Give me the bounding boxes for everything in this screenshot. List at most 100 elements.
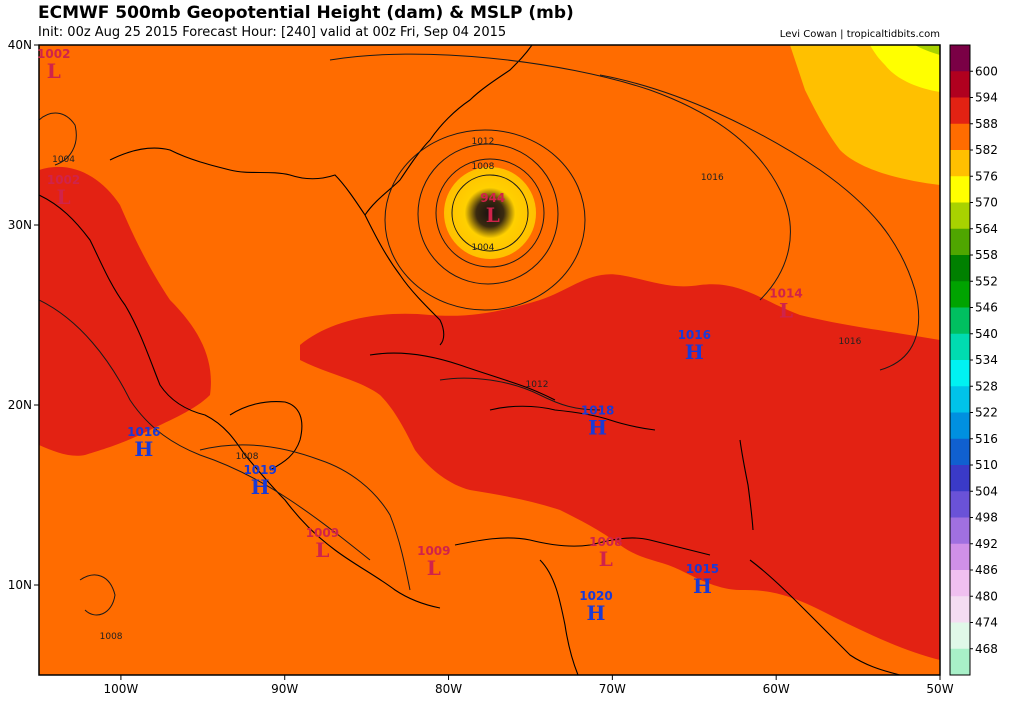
low-pressure-value: 1002 (37, 47, 70, 61)
low-pressure-value: 1014 (769, 287, 802, 301)
low-pressure-marker: L (779, 299, 793, 323)
colorbar-label: 480 (975, 589, 998, 603)
isobar-label: 1004 (471, 243, 494, 253)
colorbar-swatch (950, 150, 970, 177)
high-pressure-marker: H (685, 340, 704, 364)
isobar-label: 1008 (100, 632, 123, 642)
low-pressure-marker: L (57, 185, 71, 209)
low-pressure-value: 944 (480, 191, 505, 205)
low-pressure-value: 1002 (47, 173, 80, 187)
colorbar-label: 474 (975, 616, 998, 630)
colorbar-swatch (950, 255, 970, 282)
height-field-594-east (300, 274, 940, 660)
latitude-ticks: 40N 30N 20N 10N (8, 38, 39, 592)
colorbar-swatch (950, 176, 970, 203)
high-pressure-value: 1020 (579, 589, 612, 603)
colorbar-label: 528 (975, 379, 998, 393)
low-pressure-marker: L (315, 538, 329, 562)
colorbar-swatch (950, 97, 970, 125)
coastlines (39, 45, 901, 675)
lon-tick-label: 90W (271, 682, 298, 696)
high-pressure-marker: H (251, 475, 270, 499)
colorbar-label: 504 (975, 484, 998, 498)
isobar-labels: 1004 1012 1008 1004 1016 1016 1012 1008 1008 (52, 137, 862, 642)
chart-subtitle: Init: 00z Aug 25 2015 Forecast Hour: [24… (38, 25, 507, 40)
height-field-594-west (39, 166, 211, 456)
colorbar-swatch (950, 491, 970, 518)
isobar-label: 1012 (526, 380, 549, 390)
low-pressure-marker: L (599, 547, 613, 571)
low-pressure-marker: L (427, 556, 441, 580)
credit-text: Levi Cowan | tropicaltidbits.com (779, 29, 940, 40)
high-pressure-value: 1015 (686, 562, 719, 576)
height-field-576-ne (870, 45, 940, 92)
colorbar-swatch (950, 333, 970, 361)
longitude-ticks: 100W 90W 80W 70W 60W 50W (104, 675, 954, 696)
colorbar-label: 468 (975, 642, 998, 656)
lat-tick-label: 30N (8, 218, 32, 232)
high-pressure-marker: H (693, 574, 712, 598)
lat-tick-label: 40N (8, 38, 32, 52)
high-pressure-value: 1016 (127, 425, 160, 439)
colorbar-swatch (950, 71, 970, 98)
colorbar: 600 594 588 582 576 570 564 558 552 546 540 534 528 5… (949, 44, 998, 676)
high-pressure-value: 1016 (678, 328, 711, 342)
colorbar-label: 498 (975, 511, 998, 525)
lon-tick-label: 60W (763, 682, 790, 696)
height-field-582-ne (790, 45, 940, 185)
low-pressure-value: 1009 (417, 544, 450, 558)
colorbar-swatch (950, 202, 970, 230)
colorbar-swatch (950, 228, 970, 256)
lat-tick-label: 10N (8, 578, 32, 592)
high-pressure-marker: H (134, 437, 153, 461)
lon-tick-label: 70W (599, 682, 626, 696)
plot-frame (38, 44, 941, 676)
colorbar-label: 486 (975, 563, 998, 577)
high-pressure-value: 1018 (581, 404, 614, 418)
colorbar-label: 546 (975, 301, 998, 315)
isobar-label: 1008 (236, 452, 259, 462)
colorbar-swatch (950, 281, 970, 308)
high-pressure-marker: H (588, 416, 607, 440)
low-pressure-marker: L (47, 59, 61, 83)
colorbar-label: 510 (975, 458, 998, 472)
colorbar-swatch (950, 543, 970, 571)
colorbar-label: 558 (975, 248, 998, 262)
colorbar-swatch (950, 45, 970, 72)
colorbar-label: 552 (975, 274, 998, 288)
hurricane-core (444, 167, 536, 259)
plot-area (39, 45, 940, 675)
low-pressure-value: 1008 (589, 535, 622, 549)
colorbar-swatch (950, 307, 970, 335)
high-pressure-value: 1019 (243, 463, 276, 477)
colorbar-swatch (950, 386, 970, 413)
colorbar-label: 570 (975, 196, 998, 210)
colorbar-swatch (950, 570, 970, 597)
colorbar-swatch (950, 412, 970, 440)
lat-tick-label: 20N (8, 398, 32, 412)
colorbar-swatch (950, 596, 970, 623)
colorbar-swatch (950, 360, 970, 387)
colorbar-swatch (950, 517, 970, 545)
isobar-label: 1016 (838, 337, 861, 347)
colorbar-label: 576 (975, 169, 998, 183)
colorbar-label: 516 (975, 432, 998, 446)
colorbar-label: 600 (975, 64, 998, 78)
isobar-label: 1016 (701, 173, 724, 183)
colorbar-swatch (950, 622, 970, 650)
colorbar-swatch (950, 465, 970, 492)
colorbar-label: 540 (975, 327, 998, 341)
low-pressure-marker: L (486, 203, 500, 227)
colorbar-label: 492 (975, 537, 998, 551)
chart-title: ECMWF 500mb Geopotential Height (dam) & … (38, 3, 574, 23)
lon-tick-label: 50W (926, 682, 953, 696)
lon-tick-label: 100W (104, 682, 139, 696)
colorbar-label: 582 (975, 143, 998, 157)
colorbar-label: 594 (975, 91, 998, 105)
colorbar-label: 522 (975, 406, 998, 420)
colorbar-label: 588 (975, 117, 998, 131)
isobar-label: 1008 (471, 162, 494, 172)
high-pressure-marker: H (587, 601, 606, 625)
